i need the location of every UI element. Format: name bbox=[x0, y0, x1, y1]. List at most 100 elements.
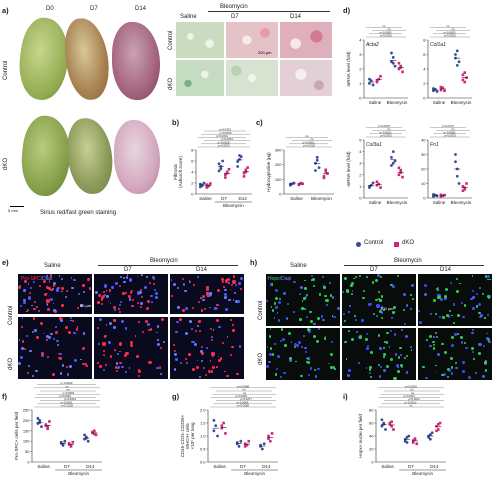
data-point-control bbox=[221, 159, 225, 163]
nucleus-dot bbox=[405, 334, 409, 338]
nucleus-dot bbox=[276, 312, 279, 314]
nucleus-dot bbox=[217, 358, 222, 363]
nucleus-dot bbox=[368, 367, 372, 371]
y-tick-label: 1.0 bbox=[200, 434, 206, 439]
data-point-dko bbox=[94, 433, 98, 437]
nucleus-dot bbox=[46, 304, 49, 306]
nucleus-dot bbox=[71, 287, 74, 290]
data-point-dko bbox=[463, 71, 467, 74]
nucleus-dot bbox=[212, 366, 216, 370]
nucleus-dot bbox=[462, 369, 466, 374]
nucleus-dot bbox=[365, 276, 368, 279]
nucleus-dot bbox=[189, 281, 191, 283]
group-label: Bleomycin bbox=[244, 471, 265, 476]
data-point-dko bbox=[324, 170, 328, 174]
nucleus-dot bbox=[188, 280, 191, 282]
nucleus-dot bbox=[376, 304, 380, 308]
nucleus-dot bbox=[118, 342, 123, 346]
data-point-dko bbox=[205, 186, 209, 189]
nucleus-dot bbox=[405, 354, 409, 357]
y-tick-label: 6 bbox=[191, 159, 194, 164]
p-value-label: ns bbox=[452, 127, 456, 131]
data-point-dko bbox=[324, 168, 328, 172]
nucleus-dot bbox=[481, 292, 485, 296]
nucleus-dot bbox=[433, 336, 435, 338]
nucleus-dot bbox=[27, 296, 31, 300]
data-point-control bbox=[428, 437, 432, 441]
nucleus-dot bbox=[388, 346, 391, 348]
nucleus-dot bbox=[137, 374, 141, 377]
nucleus-dot bbox=[310, 279, 313, 282]
nucleus-dot bbox=[194, 343, 198, 347]
nucleus-dot bbox=[432, 347, 436, 350]
nucleus-dot bbox=[136, 355, 139, 359]
nucleus-dot bbox=[479, 287, 481, 289]
h-img-control-saline bbox=[266, 274, 340, 326]
nucleus-dot bbox=[418, 310, 420, 313]
h-stain-b: /Dapi bbox=[279, 276, 292, 282]
nucleus-dot bbox=[277, 318, 281, 322]
nucleus-dot bbox=[306, 357, 308, 360]
nucleus-dot bbox=[125, 276, 129, 279]
data-point-dko bbox=[244, 168, 248, 172]
nucleus-dot bbox=[486, 332, 489, 335]
nucleus-dot bbox=[113, 325, 117, 330]
nucleus-dot bbox=[487, 297, 490, 300]
nucleus-dot bbox=[143, 285, 147, 289]
nucleus-dot bbox=[86, 365, 89, 367]
nucleus-dot bbox=[471, 289, 475, 293]
data-point-control bbox=[454, 160, 457, 164]
y-axis-label: (Ashcroft score) bbox=[178, 156, 183, 188]
nucleus-dot bbox=[331, 296, 335, 299]
nucleus-dot bbox=[274, 342, 277, 345]
nucleus-dot bbox=[205, 288, 209, 291]
nucleus-dot bbox=[159, 365, 162, 368]
data-point-dko bbox=[379, 186, 382, 189]
data-point-dko bbox=[413, 437, 417, 440]
nucleus-dot bbox=[48, 281, 51, 283]
nucleus-dot bbox=[106, 295, 109, 298]
group-label: Bleomycin bbox=[68, 471, 89, 476]
nucleus-dot bbox=[69, 365, 72, 368]
data-point-control bbox=[212, 429, 216, 433]
nucleus-dot bbox=[293, 311, 296, 314]
nucleus-dot bbox=[49, 298, 53, 302]
nucleus-dot bbox=[487, 295, 491, 299]
nucleus-dot bbox=[23, 301, 26, 304]
nucleus-dot bbox=[450, 357, 454, 361]
data-point-control bbox=[368, 82, 371, 85]
y-tick-label: 60 bbox=[369, 421, 374, 426]
nucleus-dot bbox=[148, 360, 152, 364]
nucleus-dot bbox=[392, 285, 395, 288]
nucleus-dot bbox=[304, 308, 307, 311]
nucleus-dot bbox=[109, 289, 112, 292]
x-tick-label: Bleomycin bbox=[387, 100, 408, 105]
nucleus-dot bbox=[224, 288, 227, 292]
data-point-dko bbox=[46, 425, 49, 428]
nucleus-dot bbox=[31, 331, 34, 334]
nucleus-dot bbox=[127, 294, 131, 298]
nucleus-dot bbox=[393, 376, 397, 381]
nucleus-dot bbox=[399, 347, 402, 350]
nucleus-dot bbox=[179, 318, 182, 321]
nucleus-dot bbox=[211, 336, 213, 339]
nucleus-dot bbox=[196, 365, 200, 369]
nucleus-dot bbox=[488, 340, 491, 344]
nucleus-dot bbox=[100, 303, 104, 306]
e-stain-label: Pro-SPC/Dapi bbox=[21, 276, 52, 282]
nucleus-dot bbox=[123, 280, 126, 284]
nucleus-dot bbox=[357, 362, 361, 365]
nucleus-dot bbox=[445, 314, 449, 318]
nucleus-dot bbox=[304, 350, 307, 353]
e-col-d7: D7 bbox=[124, 267, 132, 273]
e-img-dko-saline bbox=[18, 317, 92, 379]
nucleus-dot bbox=[314, 374, 318, 378]
nucleus-dot bbox=[113, 308, 116, 311]
micro-scale-label: 200 µm bbox=[258, 50, 272, 55]
data-point-dko bbox=[209, 182, 212, 185]
nucleus-dot bbox=[185, 331, 189, 335]
nucleus-dot bbox=[45, 286, 49, 290]
nucleus-dot bbox=[477, 303, 481, 307]
nucleus-dot bbox=[125, 371, 128, 374]
nucleus-dot bbox=[332, 366, 336, 370]
